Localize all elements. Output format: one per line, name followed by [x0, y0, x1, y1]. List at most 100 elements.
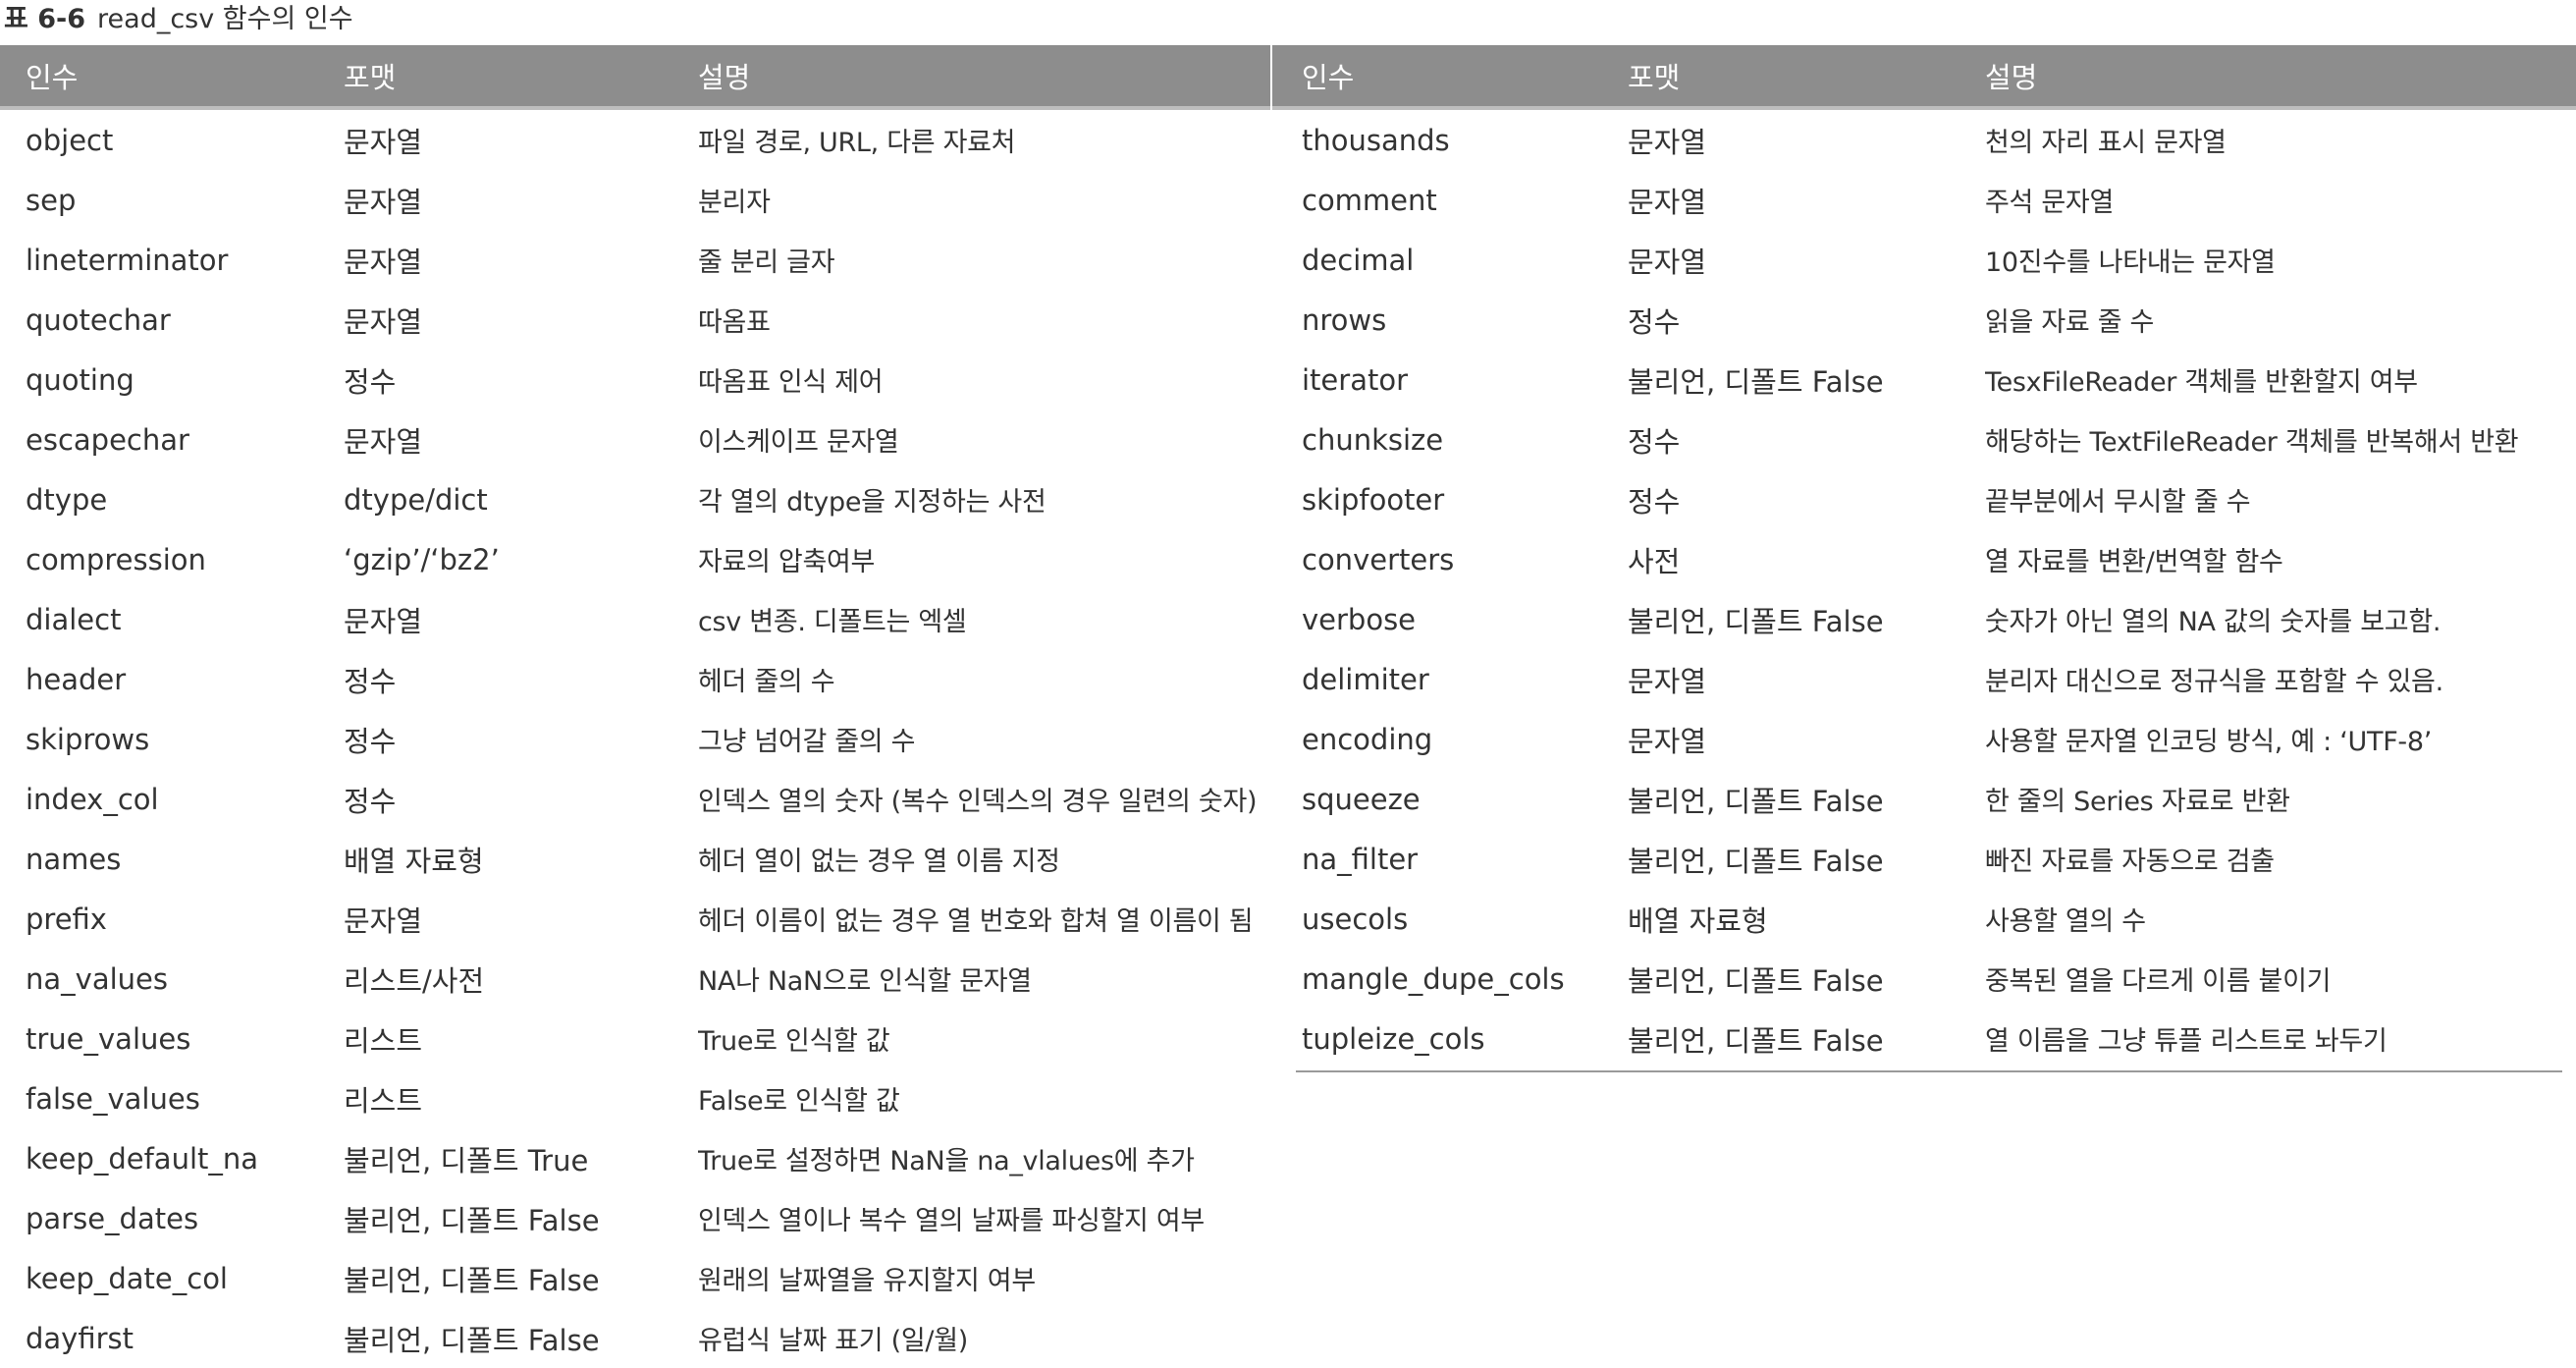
cell-desc: 이스케이프 문자열 [698, 427, 899, 458]
cell-arg: escapechar [26, 422, 189, 457]
table-row: comment 문자열 주석 문자열 [1272, 170, 2576, 230]
cell-desc: 따옴표 인식 제어 [698, 367, 884, 398]
cell-format: 문자열 [344, 903, 423, 938]
cell-format: 문자열 [344, 125, 423, 159]
table-row: prefix 문자열 헤더 이름이 없는 경우 열 번호와 합쳐 열 이름이 됨 [0, 889, 1270, 949]
cell-arg: encoding [1302, 722, 1433, 756]
cell-format: 문자열 [1628, 664, 1707, 698]
table-number: 표 6-6 [4, 4, 86, 34]
args-table-right: 인수 포맷 설명 thousands 문자열 천의 자리 표시 문자열 comment… [1272, 45, 2576, 1068]
cell-desc: True로 설정하면 NaN을 na_vlalues에 추가 [698, 1146, 1195, 1176]
header-format: 포맷 [344, 45, 698, 110]
table-row: keep_date_col 불리언, 디폴트 False 원래의 날짜열을 유지할지… [0, 1248, 1270, 1308]
table-row: squeeze 불리언, 디폴트 False 한 줄의 Series 자료로 반환 [1272, 769, 2576, 829]
cell-format: 문자열 [344, 245, 423, 279]
table-row: delimiter 문자열 분리자 대신으로 정규식을 포함할 수 있음. [1272, 649, 2576, 709]
cell-desc: 유럽식 날짜 표기 (일/월) [698, 1326, 968, 1356]
cell-desc: 열 자료를 변환/번역할 함수 [1985, 547, 2283, 577]
table-caption: 표 6-6 read_csv 함수의 인수 [4, 2, 353, 37]
table-row: skipfooter 정수 끝부분에서 무시할 줄 수 [1272, 469, 2576, 529]
cell-format: 정수 [344, 724, 397, 758]
cell-desc: 파일 경로, URL, 다른 자료처 [698, 128, 1016, 158]
cell-desc: 인덱스 열의 숫자 (복수 인덱스의 경우 일련의 숫자) [698, 787, 1258, 817]
cell-format: 불리언, 디폴트 False [1628, 364, 1884, 399]
cell-arg: delimiter [1302, 662, 1429, 696]
table-row: encoding 문자열 사용할 문자열 인코딩 방식, 예 : ‘UTF-8’ [1272, 709, 2576, 769]
cell-format: 불리언, 디폴트 False [1628, 1023, 1884, 1058]
table-row: sep 문자열 분리자 [0, 170, 1270, 230]
cell-desc: 읽을 자료 줄 수 [1985, 307, 2155, 338]
cell-arg: na_filter [1302, 842, 1419, 876]
cell-arg: sep [26, 183, 77, 217]
cell-arg: thousands [1302, 123, 1450, 157]
cell-desc: TesxFileReader 객체를 반환할지 여부 [1985, 367, 2418, 398]
cell-arg: nrows [1302, 302, 1387, 337]
cell-desc: 해당하는 TextFileReader 객체를 반복해서 반환 [1985, 427, 2519, 458]
cell-desc: 빠진 자료를 자동으로 검출 [1985, 847, 2275, 877]
cell-desc: 숫자가 아닌 열의 NA 값의 숫자를 보고함. [1985, 607, 2442, 637]
cell-arg: converters [1302, 542, 1455, 576]
cell-arg: compression [26, 542, 206, 576]
cell-desc: 헤더 줄의 수 [698, 667, 835, 697]
cell-arg: names [26, 842, 122, 876]
cell-format: 정수 [344, 364, 397, 399]
table-row: object 문자열 파일 경로, URL, 다른 자료처 [0, 108, 1270, 170]
cell-desc: 헤더 열이 없는 경우 열 이름 지정 [698, 847, 1060, 877]
table-row: na_filter 불리언, 디폴트 False 빠진 자료를 자동으로 검출 [1272, 829, 2576, 889]
table-row: parse_dates 불리언, 디폴트 False 인덱스 열이나 복수 열의 날… [0, 1188, 1270, 1248]
table-row: compression ‘gzip’/‘bz2’ 자료의 압축여부 [0, 529, 1270, 589]
cell-format: 리스트 [344, 1023, 423, 1058]
cell-desc: False로 인식할 값 [698, 1086, 900, 1117]
cell-format: 정수 [1628, 304, 1681, 339]
cell-arg: quotechar [26, 302, 171, 337]
header-row: 인수 포맷 설명 [1272, 45, 2576, 110]
table-row: quoting 정수 따옴표 인식 제어 [0, 350, 1270, 410]
cell-desc: 분리자 대신으로 정규식을 포함할 수 있음. [1985, 667, 2443, 697]
cell-arg: dialect [26, 602, 122, 636]
cell-desc: 한 줄의 Series 자료로 반환 [1985, 787, 2290, 817]
cell-desc: 중복된 열을 다르게 이름 붙이기 [1985, 966, 2332, 997]
cell-format: 정수 [344, 784, 397, 818]
cell-format: 문자열 [1628, 724, 1707, 758]
table-row: usecols 배열 자료형 사용할 열의 수 [1272, 889, 2576, 949]
cell-desc: 끝부분에서 무시할 줄 수 [1985, 487, 2251, 518]
cell-format: 문자열 [344, 185, 423, 219]
table-bottom-rule [1296, 1070, 2562, 1072]
cell-format: 정수 [1628, 484, 1681, 519]
cell-format: 사전 [1628, 544, 1681, 578]
header-arg: 인수 [1272, 45, 1628, 110]
cell-arg: comment [1302, 183, 1437, 217]
cell-arg: dayfirst [26, 1321, 134, 1355]
cell-arg: skipfooter [1302, 482, 1445, 517]
table-row: false_values 리스트 False로 인식할 값 [0, 1068, 1270, 1128]
table-row: quotechar 문자열 따옴표 [0, 290, 1270, 350]
table-row: tupleize_cols 불리언, 디폴트 False 열 이름을 그냥 튜플 리… [1272, 1009, 2576, 1068]
cell-format: 문자열 [1628, 125, 1707, 159]
cell-arg: parse_dates [26, 1201, 199, 1235]
header-row: 인수 포맷 설명 [0, 45, 1270, 110]
cell-desc: csv 변종. 디폴트는 엑셀 [698, 607, 967, 637]
table-row: dtype dtype/dict 각 열의 dtype을 지정하는 사전 [0, 469, 1270, 529]
cell-format: 불리언, 디폴트 False [344, 1203, 600, 1237]
table-row: escapechar 문자열 이스케이프 문자열 [0, 410, 1270, 469]
header-format: 포맷 [1628, 45, 1985, 110]
cell-arg: verbose [1302, 602, 1417, 636]
header-arg: 인수 [0, 45, 344, 110]
header-desc: 설명 [1985, 45, 2576, 110]
table-row: converters 사전 열 자료를 변환/번역할 함수 [1272, 529, 2576, 589]
cell-arg: mangle_dupe_cols [1302, 961, 1565, 996]
cell-format: dtype/dict [344, 482, 488, 517]
cell-desc: 원래의 날짜열을 유지할지 여부 [698, 1266, 1036, 1296]
table-row: verbose 불리언, 디폴트 False 숫자가 아닌 열의 NA 값의 숫자를… [1272, 589, 2576, 649]
cell-format: 배열 자료형 [1628, 903, 1768, 938]
cell-desc: 줄 분리 글자 [698, 247, 835, 278]
table-row: mangle_dupe_cols 불리언, 디폴트 False 중복된 열을 다르게… [1272, 949, 2576, 1009]
cell-arg: false_values [26, 1081, 200, 1116]
cell-desc: True로 인식할 값 [698, 1026, 890, 1057]
cell-format: 문자열 [344, 424, 423, 459]
cell-format: 리스트 [344, 1083, 423, 1118]
cell-desc: 따옴표 [698, 307, 771, 338]
cell-arg: index_col [26, 782, 159, 816]
cell-arg: na_values [26, 961, 168, 996]
cell-format: 문자열 [344, 604, 423, 638]
